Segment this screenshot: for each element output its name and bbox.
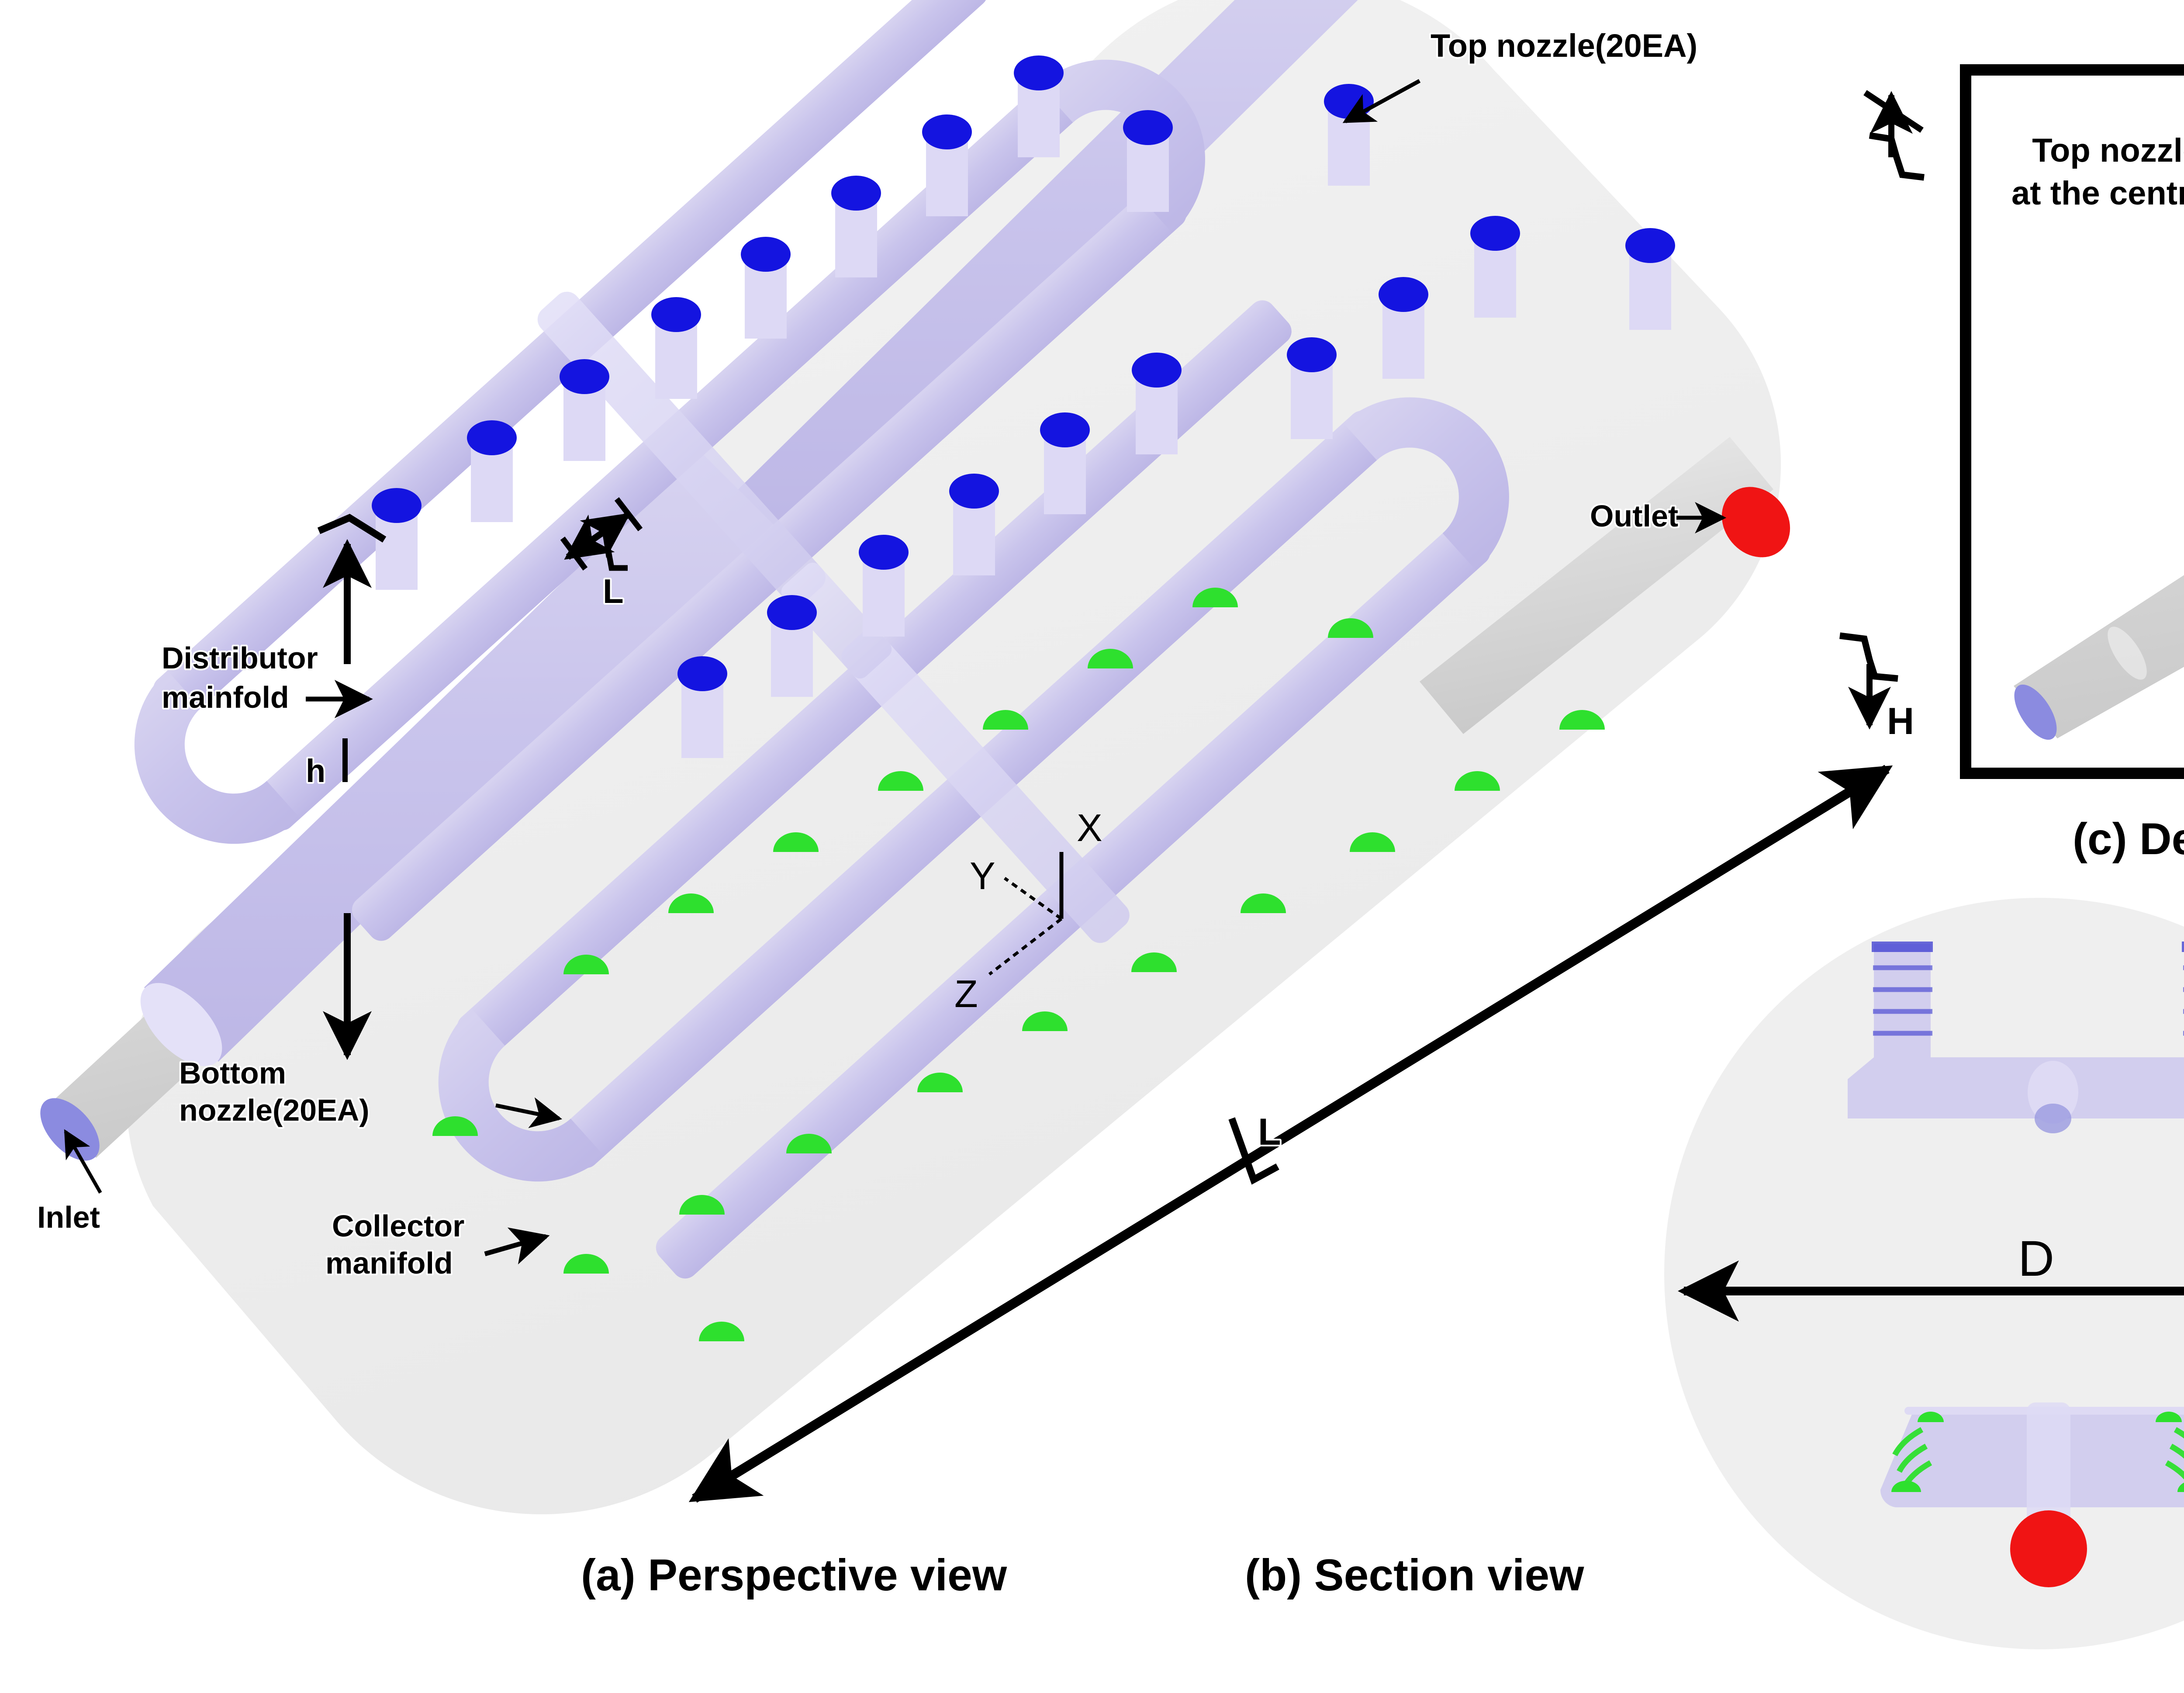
top-nozzle xyxy=(949,474,999,575)
collector-manifold-leader xyxy=(484,1227,550,1265)
top-nozzle xyxy=(1132,353,1182,454)
top-nozzle xyxy=(372,488,422,590)
top-nozzle xyxy=(560,359,609,461)
bottom-nozzle xyxy=(563,1254,609,1274)
distributor-main-pipe xyxy=(140,450,773,1066)
bottom-nozzle xyxy=(432,1116,478,1136)
section-distributor-crosssection xyxy=(1848,942,2184,1133)
top-nozzle xyxy=(767,595,817,697)
axis-z-label: Z xyxy=(954,972,978,1015)
pitch-dimension-label: L xyxy=(603,572,624,610)
overall-length-dimension xyxy=(688,765,1893,1503)
detail-top-nozzle-label-line1: Top nozzle for Case 1 xyxy=(2032,132,2184,169)
section-outlet-marker xyxy=(2010,1510,2087,1587)
bottom-nozzle-label-line1: Bottom xyxy=(179,1056,286,1090)
pitch-tick-left xyxy=(560,537,588,571)
overall-length-label: L xyxy=(1258,1111,1281,1153)
bottom-nozzle-label-line2: nozzle(20EA) xyxy=(179,1093,370,1127)
top-nozzle xyxy=(922,114,972,216)
axis-y-label: Y xyxy=(970,854,995,897)
detail-top-nozzle-label-line2: at the central upper part xyxy=(2011,175,2184,212)
axis-y-line xyxy=(1003,877,1063,920)
top-nozzle-group xyxy=(372,55,1675,758)
collector-manifold-label-line2: manifold xyxy=(325,1246,453,1280)
perspective-view-panel: Top nozzle(20EA) Distributor mainfold h … xyxy=(35,0,1925,1515)
h-dimension-brace xyxy=(317,513,387,543)
pitch-label-leader xyxy=(602,531,628,571)
bottom-nozzle xyxy=(983,710,1028,730)
top-dimension-brace xyxy=(1869,132,1925,181)
inlet-leader xyxy=(64,1129,102,1194)
top-nozzle-label: Top nozzle(20EA) xyxy=(1431,28,1697,64)
caption-section-view: (b) Section view xyxy=(1245,1550,1584,1600)
top-nozzle xyxy=(859,535,909,637)
caption-perspective-view: (a) Perspective view xyxy=(581,1550,1007,1600)
axis-z-line xyxy=(988,917,1063,976)
section-collector-crosssection xyxy=(1880,1402,2184,1587)
distributor-manifold-label-line1: Distributor xyxy=(162,641,318,675)
distributor-serpentine xyxy=(134,0,1205,941)
H-dimension-brace xyxy=(1839,632,1898,682)
top-nozzle xyxy=(1379,277,1428,379)
collector-manifold-label-line1: Collector xyxy=(332,1209,464,1243)
top-nozzle xyxy=(1470,216,1520,318)
top-nozzle xyxy=(651,297,701,399)
D-dimension-label: D xyxy=(2018,1231,2054,1287)
top-nozzle xyxy=(1625,228,1675,330)
bottom-nozzle xyxy=(1192,588,1238,607)
overall-length-label-leader xyxy=(1228,1117,1279,1185)
H-dimension-label: H xyxy=(1887,700,1914,742)
top-nozzle xyxy=(1324,84,1374,186)
outlet-label: Outlet xyxy=(1590,499,1678,533)
pitch-dimension-arrow xyxy=(564,512,631,560)
inlet-label: Inlet xyxy=(37,1200,100,1234)
top-nozzle-leader xyxy=(1342,79,1421,123)
bottom-nozzle xyxy=(563,955,609,974)
coordinate-axes xyxy=(988,852,1064,976)
top-nozzle xyxy=(831,176,881,277)
top-nozzle xyxy=(1287,337,1337,439)
section-view-panel: D xyxy=(1664,898,2184,1649)
distributor-manifold-label-line2: mainfold xyxy=(162,680,289,714)
detail-inlet-face xyxy=(2014,684,2057,740)
detail-distributor-pipe xyxy=(2014,575,2184,740)
outlet-pipe xyxy=(1420,437,1790,734)
bottom-nozzle xyxy=(1328,618,1373,638)
bottom-nozzle xyxy=(1559,710,1605,730)
perspective-annotations xyxy=(64,79,1925,1503)
caption-detail-view: (c) Detail view of distributor manifold xyxy=(2073,814,2184,864)
top-nozzle xyxy=(467,420,517,522)
top-nozzle xyxy=(1014,55,1064,157)
bottom-nozzle-leader xyxy=(495,1097,563,1129)
bottom-nozzle xyxy=(1088,649,1133,668)
top-nozzle xyxy=(741,237,791,339)
detail-view-panel: Top nozzle for Case 1 at the central upp… xyxy=(1960,64,2184,779)
top-nozzle xyxy=(1040,412,1090,514)
top-nozzle xyxy=(1123,110,1173,212)
h-dimension-label: h xyxy=(306,753,325,789)
axis-x-label: X xyxy=(1077,806,1102,849)
top-dimension-tick xyxy=(1863,90,1924,133)
outlet-marker xyxy=(1721,487,1790,557)
top-nozzle xyxy=(677,656,727,758)
pitch-tick-right xyxy=(614,497,643,531)
